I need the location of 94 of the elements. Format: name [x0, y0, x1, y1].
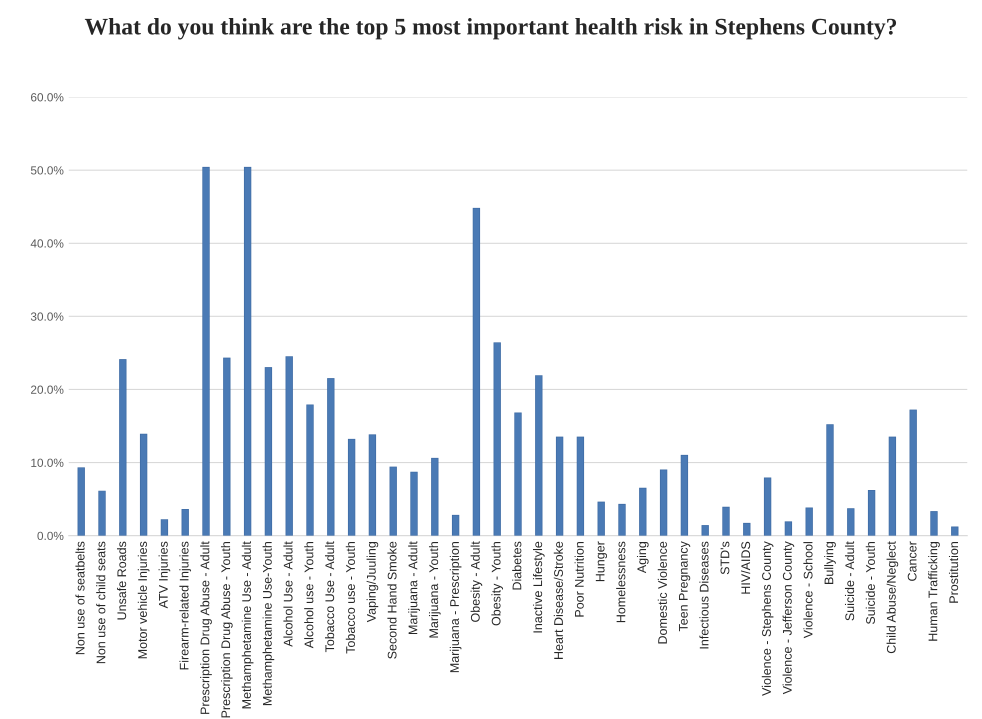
x-tick-label: Human Trafficking	[928, 542, 940, 641]
bar	[618, 504, 626, 536]
bar	[784, 521, 792, 536]
bar	[264, 367, 272, 536]
bar	[223, 358, 230, 536]
y-tick-label: 30.0%	[30, 312, 64, 321]
x-tick-label: Marijuana - Adult	[408, 541, 420, 634]
bar	[910, 410, 917, 536]
x-tick-label: Homelessness	[616, 542, 626, 622]
bar	[930, 511, 938, 536]
y-tick-label: 40.0%	[30, 239, 64, 248]
bar	[410, 472, 418, 536]
bar	[826, 424, 834, 536]
bar	[868, 490, 876, 536]
x-tick-label: Poor Nutrition	[574, 542, 584, 617]
y-tick-label: 10.0%	[31, 458, 64, 467]
bar	[472, 208, 480, 536]
bar	[140, 434, 148, 536]
bar	[244, 166, 252, 536]
bar	[556, 436, 564, 536]
bar	[847, 508, 854, 536]
bar	[327, 378, 334, 536]
bar	[951, 526, 958, 536]
x-tick-label: Non use of seatbelts	[75, 542, 85, 654]
x-tick-label: Violence - School	[803, 542, 813, 638]
x-tick-label: HIV/AIDS	[740, 542, 750, 594]
bar	[888, 436, 896, 536]
x-tick-label: Tobacco use - Youth	[346, 542, 355, 654]
x-tick-label: Second Hand Smoke	[387, 542, 397, 659]
bar	[598, 502, 605, 536]
bar	[160, 519, 168, 536]
x-tick-label: Marijuana - Prescription	[450, 542, 462, 672]
x-tick-label: Unsafe Roads	[116, 542, 126, 620]
bar	[702, 525, 709, 536]
x-tick-label: Obesity - Adult	[470, 541, 482, 622]
x-tick-label: Firearm-related Injuries	[179, 542, 192, 670]
chart-title: What do you think are the top 5 most important health risk in Stephens County?	[84, 18, 896, 40]
x-tick-label: Domestic Violence	[658, 542, 667, 644]
x-tick-label: Violence - Stephens County	[762, 541, 774, 696]
bar	[452, 514, 460, 536]
y-tick-label: 60.0%	[31, 93, 64, 102]
x-tick-label: STD's	[720, 542, 730, 574]
y-tick-label: 20.0%	[31, 385, 64, 394]
x-tick-label: Prostitution	[948, 542, 958, 603]
bar	[680, 454, 688, 536]
x-tick-label: Infectious Diseases	[699, 542, 709, 648]
bar	[78, 467, 85, 536]
bar	[514, 412, 522, 536]
x-tick-label: Alcohol use - Youth	[304, 542, 314, 648]
x-tick-label: Hunger	[596, 541, 608, 582]
x-tick-label: Tobacco Use - Adult	[324, 541, 334, 652]
x-tick-label: Alcohol Use - Adult	[283, 541, 293, 647]
bar	[535, 375, 542, 536]
bar	[576, 436, 584, 536]
bar	[390, 466, 397, 536]
x-tick-label: Inactive Lifestyle	[532, 542, 545, 632]
bar	[639, 488, 646, 536]
bar	[743, 522, 750, 536]
bar	[494, 342, 501, 536]
x-tick-label: Bullying	[824, 542, 836, 584]
x-tick-label: Aging	[636, 542, 649, 574]
bar	[348, 438, 356, 536]
x-tick-label: Child Abuse/Neglect	[886, 541, 898, 654]
x-tick-label: Cancer	[908, 541, 917, 581]
bar	[368, 434, 376, 536]
bar	[286, 356, 293, 536]
bar	[764, 478, 772, 536]
bar	[202, 166, 210, 536]
bar	[306, 404, 314, 536]
x-tick-label: Teen Pregnancy	[679, 541, 690, 632]
y-tick-label: 0.0%	[37, 532, 64, 540]
x-tick-label: Methamphetamine Use - Adult	[242, 541, 254, 708]
bar	[119, 359, 126, 536]
bar	[722, 506, 730, 536]
y-tick-label: 50.0%	[30, 166, 64, 175]
x-tick-label: Methamphetamine Use-Youth	[262, 542, 274, 706]
x-tick-label: Suicide - Adult	[844, 541, 854, 621]
bar	[431, 458, 438, 536]
x-tick-label: Motor vehicle Injuries	[138, 542, 150, 658]
x-tick-label: Marijuana - Youth	[428, 542, 441, 638]
x-tick-label: Non use of child seats	[96, 542, 106, 664]
x-tick-label: Prescription Drug Abuse - Youth	[220, 542, 233, 718]
x-tick-label: ATV Injuries	[158, 542, 170, 608]
x-tick-label: Diabetes	[512, 542, 522, 590]
bar	[98, 490, 106, 536]
x-tick-label: Obesity - Youth	[491, 542, 504, 626]
x-tick-label: Prescription Drug Abuse - Adult	[200, 541, 212, 714]
x-tick-label: Violence - Jefferson County	[782, 541, 794, 694]
bar	[806, 508, 813, 536]
x-tick-label: Vaping/Juuling	[366, 542, 378, 622]
bar	[182, 508, 189, 536]
bar	[660, 470, 668, 536]
x-tick-label: Heart Disease/Stroke	[554, 542, 563, 659]
x-tick-label: Suicide - Youth	[866, 542, 875, 624]
